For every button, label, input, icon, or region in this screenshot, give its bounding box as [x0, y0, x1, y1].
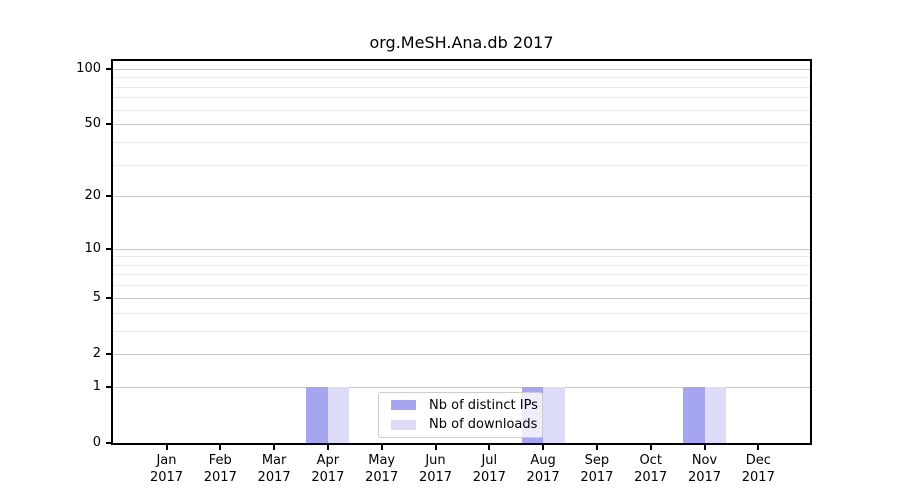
x-tick-year: 2017 [472, 470, 506, 485]
y-tick-20 [106, 195, 111, 198]
gridline-minor-70 [113, 97, 810, 99]
y-tick-label-10: 10 [84, 240, 101, 256]
y-tick-label-5: 5 [92, 289, 101, 305]
y-tick-label-100: 100 [76, 60, 101, 76]
x-tick-jun [434, 445, 437, 450]
x-tick-label-dec: Dec 2017 [726, 452, 790, 486]
x-tick-month: Mar [261, 453, 287, 468]
y-tick-label-20: 20 [84, 188, 101, 204]
chart-title: org.MeSH.Ana.db 2017 [369, 33, 554, 52]
x-tick-year: 2017 [741, 470, 775, 485]
gridline-minor-8 [113, 264, 810, 266]
x-tick-jan [165, 445, 168, 450]
x-tick-year: 2017 [634, 470, 668, 485]
x-tick-oct [649, 445, 652, 450]
x-tick-label-apr: Apr 2017 [296, 452, 360, 486]
x-tick-label-mar: Mar 2017 [242, 452, 306, 486]
x-tick-dec [757, 445, 760, 450]
x-tick-year: 2017 [580, 470, 614, 485]
x-tick-year: 2017 [203, 470, 237, 485]
y-tick-1 [106, 385, 111, 388]
x-tick-label-feb: Feb 2017 [188, 452, 252, 486]
x-tick-month: Sep [584, 453, 610, 468]
y-tick-10 [106, 247, 111, 250]
x-tick-jul [488, 445, 491, 450]
y-tick-50 [106, 123, 111, 126]
gridline-minor-7 [113, 274, 810, 276]
y-tick-2 [106, 352, 111, 355]
x-tick-month: Oct [639, 453, 662, 468]
gridline-minor-80 [113, 86, 810, 88]
x-tick-aug [542, 445, 545, 450]
gridline-minor-60 [113, 109, 810, 111]
y-tick-label-2: 2 [92, 345, 101, 361]
legend: Nb of distinct IPs Nb of downloads [378, 392, 543, 438]
legend-swatch-downloads [391, 419, 416, 430]
x-tick-sep [595, 445, 598, 450]
legend-swatch-distinct-ips [391, 400, 416, 411]
x-tick-nov [703, 445, 706, 450]
gridline-major-1 [113, 386, 810, 388]
x-tick-year: 2017 [257, 470, 291, 485]
gridline-minor-4 [113, 312, 810, 314]
bar-apr-distinct-ips [306, 386, 328, 443]
x-tick-month: Jul [481, 453, 498, 468]
gridline-major-50 [113, 124, 810, 126]
gridline-major-100 [113, 68, 810, 70]
bar-apr-downloads [327, 386, 350, 443]
x-tick-month: Nov [691, 453, 718, 468]
x-tick-label-jun: Jun 2017 [404, 452, 468, 486]
x-tick-may [380, 445, 383, 450]
x-tick-year: 2017 [311, 470, 345, 485]
gridline-minor-90 [113, 77, 810, 79]
x-tick-label-jan: Jan 2017 [135, 452, 199, 486]
x-tick-month: Dec [745, 453, 771, 468]
x-tick-month: Apr [316, 453, 340, 468]
plot-area [113, 61, 810, 443]
y-tick-label-0: 0 [92, 435, 101, 450]
y-tick-0 [106, 442, 111, 444]
bar-aug-downloads [543, 386, 565, 443]
x-tick-month: Feb [208, 453, 232, 468]
x-tick-feb [219, 445, 222, 450]
legend-entry-distinct-ips: Nb of distinct IPs [386, 397, 538, 414]
x-tick-month: Aug [530, 453, 556, 468]
gridline-minor-6 [113, 285, 810, 287]
x-tick-label-nov: Nov 2017 [673, 452, 737, 486]
gridline-minor-30 [113, 164, 810, 166]
x-tick-label-jul: Jul 2017 [457, 452, 521, 486]
gridline-major-2 [113, 353, 810, 355]
x-tick-mar [273, 445, 276, 450]
gridline-minor-3 [113, 330, 810, 332]
bar-nov-downloads [704, 386, 726, 443]
y-tick-label-50: 50 [84, 116, 101, 132]
y-tick-100 [106, 67, 111, 70]
y-tick-5 [106, 296, 111, 299]
x-tick-label-oct: Oct 2017 [619, 452, 683, 486]
x-tick-year: 2017 [418, 470, 453, 485]
gridline-major-10 [113, 248, 810, 250]
gridline-major-5 [113, 297, 810, 299]
x-tick-year: 2017 [687, 470, 722, 485]
gridline-major-20 [113, 196, 810, 198]
x-tick-year: 2017 [149, 470, 184, 485]
x-tick-year: 2017 [365, 470, 399, 485]
x-tick-label-sep: Sep 2017 [565, 452, 629, 486]
x-tick-label-aug: Aug 2017 [511, 452, 575, 486]
legend-label-distinct-ips: Nb of distinct IPs [429, 397, 538, 413]
y-tick-label-1: 1 [92, 378, 101, 394]
legend-entry-downloads: Nb of downloads [386, 417, 538, 434]
x-tick-label-may: May 2017 [350, 452, 414, 486]
x-tick-month: Jan [156, 453, 177, 468]
bar-nov-distinct-ips [683, 386, 705, 443]
gridline-minor-40 [113, 141, 810, 143]
x-tick-apr [326, 445, 329, 450]
x-tick-month: May [368, 453, 396, 468]
x-tick-month: Jun [425, 453, 446, 468]
legend-label-downloads: Nb of downloads [429, 417, 538, 433]
x-tick-year: 2017 [526, 470, 560, 485]
gridline-minor-9 [113, 256, 810, 258]
